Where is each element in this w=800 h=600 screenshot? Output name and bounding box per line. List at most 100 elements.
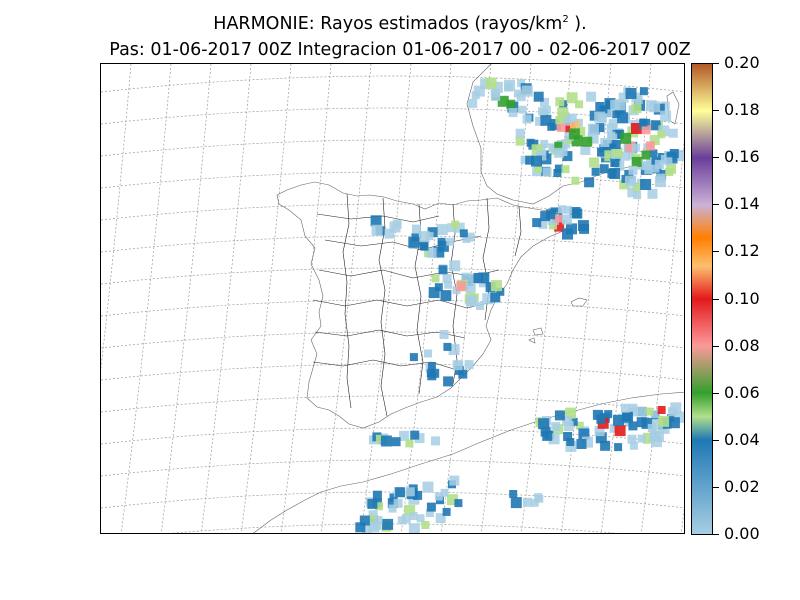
- lightning-cell: [535, 116, 545, 126]
- lightning-cell: [642, 161, 652, 171]
- lightning-cell: [647, 188, 658, 199]
- lightning-cell: [554, 164, 563, 173]
- lightning-cell: [640, 179, 652, 190]
- lightning-cell: [608, 119, 618, 129]
- meridian-line: [160, 64, 212, 533]
- lightning-cell: [587, 123, 599, 135]
- colorbar-tick-mark: [713, 251, 719, 253]
- lightning-cell: [576, 439, 587, 449]
- lightning-cell: [651, 436, 662, 448]
- lightning-cell: [668, 407, 678, 417]
- lightning-cell: [490, 292, 501, 303]
- lightning-cell: [368, 514, 378, 524]
- colorbar-tick-mark: [713, 439, 719, 441]
- lightning-cell: [520, 155, 529, 164]
- lightning-cell: [575, 421, 584, 430]
- colorbar-tick-mark: [713, 110, 719, 112]
- lightning-cell: [610, 158, 620, 167]
- colorbar-tick-mark: [713, 486, 719, 488]
- lightning-cell: [548, 143, 558, 153]
- lightning-cell: [555, 97, 565, 107]
- lightning-cell: [456, 281, 467, 292]
- lightning-cell: [388, 504, 397, 513]
- lightning-cell: [594, 426, 605, 437]
- colorbar-tick-label: 0.12: [724, 241, 760, 261]
- lightning-cell: [454, 499, 463, 508]
- lightning-cell: [625, 141, 636, 152]
- lightning-cell: [408, 236, 420, 248]
- lightning-cell: [442, 274, 452, 284]
- lightning-cell: [542, 430, 553, 441]
- lightning-cell: [649, 101, 660, 113]
- lightning-cell: [431, 274, 440, 283]
- lightning-cell: [447, 494, 458, 506]
- lightning-cell: [567, 113, 577, 123]
- africa-coastline: [253, 391, 684, 533]
- lightning-cell: [562, 151, 573, 162]
- lightning-cell: [421, 521, 430, 529]
- lightning-cell: [622, 411, 632, 421]
- meridian-line: [280, 64, 332, 533]
- lightning-cell: [387, 498, 398, 509]
- lightning-cell: [443, 376, 454, 387]
- colorbar-tick-label: 0.08: [724, 335, 760, 355]
- lightning-cell: [476, 302, 484, 310]
- lightning-cell: [425, 509, 434, 518]
- lightning-cell: [582, 136, 593, 147]
- balearic-islands: [528, 297, 588, 344]
- lightning-cell: [631, 103, 642, 114]
- meridian-line: [200, 64, 252, 533]
- lightning-cell: [605, 142, 617, 154]
- lightning-cell: [547, 213, 559, 225]
- lightning-cell: [359, 515, 370, 526]
- lightning-cell: [490, 88, 500, 98]
- lightning-cell: [404, 504, 416, 516]
- colorbar-tick-mark: [713, 157, 719, 159]
- lightning-cell: [468, 98, 478, 108]
- lightning-cell: [607, 168, 617, 178]
- lightning-cell: [531, 155, 542, 167]
- lightning-cell: [405, 439, 414, 448]
- parallel-line: [101, 459, 684, 477]
- lightning-cell: [428, 287, 440, 299]
- lightning-cell: [550, 119, 562, 130]
- lightning-cell: [439, 330, 449, 339]
- lightning-cell: [478, 272, 490, 284]
- lightning-cell: [642, 432, 654, 444]
- lightning-cell: [373, 521, 382, 530]
- lightning-cell: [482, 293, 494, 305]
- lightning-cell: [540, 139, 549, 148]
- lightning-density-map: [101, 64, 684, 533]
- lightning-cell: [627, 187, 638, 198]
- meridian-line: [640, 139, 684, 533]
- lightning-cell: [554, 141, 563, 150]
- lightning-cell: [542, 105, 551, 114]
- lightning-cell: [619, 179, 630, 190]
- lightning-cell: [540, 114, 552, 126]
- lightning-cell: [555, 214, 563, 223]
- lightning-cell: [451, 220, 460, 229]
- parallel-line: [101, 363, 684, 381]
- lightning-cell: [562, 228, 573, 240]
- lightning-cell: [547, 122, 556, 131]
- lightning-cell: [395, 487, 406, 498]
- lightning-cell: [558, 205, 566, 214]
- lightning-cell: [641, 125, 651, 135]
- lightning-cell: [401, 514, 411, 524]
- lightning-cell: [562, 415, 573, 426]
- lightning-cell: [614, 443, 623, 452]
- lightning-cell: [575, 100, 584, 109]
- lightning-cell: [368, 510, 378, 520]
- colorbar-tick-label: 0.04: [724, 429, 760, 449]
- lightning-cell: [380, 435, 392, 447]
- lightning-cell: [586, 91, 597, 102]
- lightning-cell: [618, 92, 629, 103]
- parallel-line: [101, 267, 684, 285]
- lightning-cell: [557, 107, 569, 119]
- parallel-line: [101, 171, 684, 189]
- lightning-cell: [523, 497, 532, 507]
- lightning-cell: [448, 344, 460, 356]
- lightning-cell: [504, 79, 516, 91]
- lightning-cell: [565, 440, 577, 452]
- lightning-cell: [510, 497, 522, 509]
